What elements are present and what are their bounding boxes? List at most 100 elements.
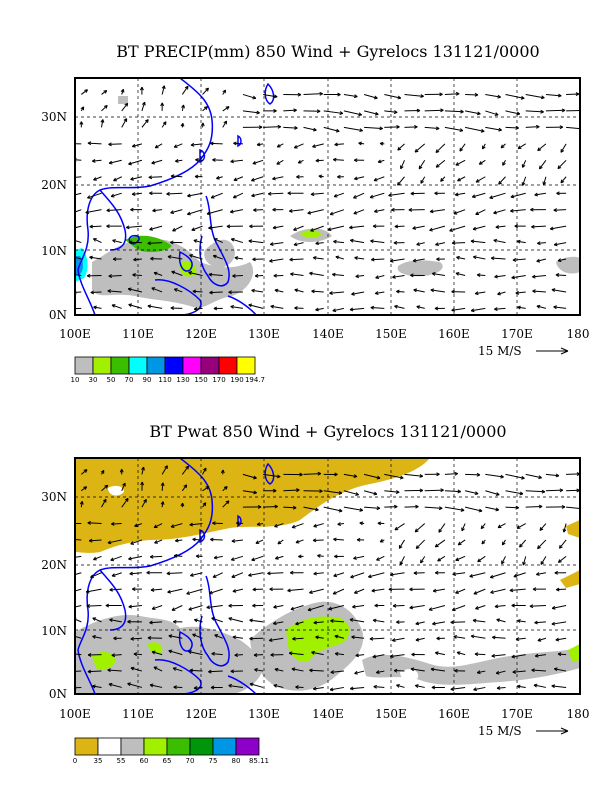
- panel1-vector-23: [536, 305, 547, 309]
- panel2-vector-104: [149, 621, 163, 624]
- panel2-vector-head-309: [272, 488, 277, 493]
- panel1-vector-177: [110, 192, 122, 197]
- panel1-vector-head-245: [478, 161, 483, 165]
- panel2-vector-head-288: [359, 508, 364, 512]
- panel2-vector-head-327: [119, 468, 124, 473]
- panel1-vector-head-7: [213, 306, 218, 311]
- panel2-vector-187: [313, 572, 324, 575]
- panel1-vector-head-90: [370, 257, 375, 262]
- panel2-vector-head-235: [277, 540, 282, 545]
- panel2-vector-70: [474, 653, 486, 656]
- panel1-vector-head-61: [290, 272, 294, 277]
- panel2-vector-head-84: [249, 636, 253, 641]
- panel1-vector-head-205: [170, 174, 175, 179]
- panel2-vector-64: [355, 654, 365, 657]
- panel2-vector-head-61: [288, 651, 293, 656]
- panel2-vector-head-144: [451, 607, 456, 612]
- panel2-vector-head-206: [195, 554, 200, 559]
- panel2-vector-115: [373, 619, 385, 623]
- panel2-vector-277: [121, 498, 129, 508]
- panel2-vector-142: [409, 605, 425, 609]
- panel1-ytick-10: 10N: [41, 244, 67, 258]
- panel2-vector-head-325: [83, 469, 88, 473]
- panel1-vector-14: [349, 307, 365, 311]
- panel2-vector-272: [516, 523, 526, 529]
- panel2-vector-282: [222, 500, 230, 508]
- panel2-vector-head-74: [557, 652, 562, 657]
- panel2-vector-head-165: [371, 588, 376, 593]
- panel1-vector-head-212: [318, 174, 323, 179]
- panel2-vector-head-209: [251, 557, 256, 562]
- panel1-vector-102: [112, 239, 122, 244]
- panel2-vector-120: [472, 619, 486, 623]
- panel1-vector-165: [374, 209, 385, 213]
- panel2-vector-head-4: [149, 683, 154, 688]
- panel2-vector-head-39: [354, 670, 358, 675]
- panel2-colorbar-swatch-0: [74, 737, 99, 756]
- panel1-vector-291: [404, 126, 418, 128]
- panel2-vector-43: [430, 668, 445, 672]
- panel2-xtick-110: 110E: [122, 707, 154, 721]
- panel2-vector-head-132: [206, 605, 211, 610]
- panel1-vector-155: [170, 209, 183, 214]
- panel1-vector-head-208: [233, 177, 238, 182]
- panel1-vector-129: [149, 225, 163, 231]
- panel1-ref-label: 15 M/S: [478, 344, 522, 358]
- panel1-vector-260: [277, 143, 284, 148]
- panel1-vector-head-252: [108, 142, 112, 147]
- panel2-vector-100: [75, 618, 82, 623]
- panel2-vector-42: [410, 668, 425, 672]
- panel2-vector-head-94: [453, 634, 458, 639]
- panel2-xtick-170: 170E: [501, 707, 533, 721]
- panel1-vector-339: [363, 93, 378, 99]
- panel2-vector-head-219: [455, 557, 460, 562]
- panel2-vector-222: [522, 556, 527, 566]
- panel1-vector-245: [478, 159, 486, 165]
- panel1-vector-head-8: [230, 304, 235, 309]
- panel1-vector-72: [511, 275, 526, 279]
- panel2-vector-207: [213, 555, 223, 559]
- panel1-vector-70: [477, 274, 486, 276]
- panel2-vector-197: [513, 572, 526, 578]
- panel2-vector-155: [167, 588, 183, 593]
- panel2-vector-head-335: [299, 472, 303, 477]
- panel1-vector-head-315: [393, 110, 398, 115]
- panel1-vector-head-22: [517, 305, 521, 310]
- panel1-plot-area: [70, 78, 580, 315]
- panel2-vector-112: [313, 621, 324, 624]
- panel2-vector-242: [415, 539, 426, 549]
- panel2-vector-head-169: [455, 590, 459, 594]
- panel2-vector-214: [353, 555, 365, 560]
- panel1-vector-150: [75, 209, 82, 213]
- panel1-vector-head-319: [476, 111, 481, 116]
- panel1-vector-65: [375, 275, 385, 279]
- panel1-vector-head-6: [193, 306, 198, 311]
- panel2-vector-head-115: [372, 618, 377, 623]
- panel1-vector-head-107: [213, 238, 218, 242]
- panel2-vector-head-270: [480, 525, 485, 530]
- panel1-vector-97: [512, 258, 526, 261]
- panel1-vector-196: [489, 192, 506, 199]
- panel1-vector-head-99: [557, 258, 562, 263]
- panel1-vector-202: [113, 176, 122, 182]
- panel2-vector-head-138: [328, 606, 333, 611]
- panel1-vector-10: [270, 305, 284, 309]
- panel2-vector-220: [477, 555, 486, 563]
- panel2-vector-head-28: [130, 666, 135, 671]
- panel1-vector-head-255: [173, 144, 178, 148]
- panel1-colorbar-swatch-2: [110, 356, 130, 375]
- panel1-vector-head-241: [400, 165, 404, 170]
- panel1-vector-head-244: [455, 162, 460, 166]
- panel1-colorbar-swatch-5: [164, 356, 184, 375]
- panel2-vector-head-284: [274, 504, 279, 509]
- panel1-vector-46: [497, 291, 506, 295]
- panel2-vector-174: [556, 588, 567, 591]
- panel1-vector-head-134: [249, 224, 253, 229]
- panel2-vector-308: [242, 490, 257, 494]
- panel1-vector-head-50: [70, 273, 73, 276]
- panel2-ref-arrowhead: [560, 727, 569, 735]
- panel2-vector-244: [457, 539, 466, 546]
- panel1-vector-head-120: [470, 239, 475, 244]
- panel2-vector-80: [168, 635, 183, 639]
- panel2-vector-89: [351, 636, 365, 639]
